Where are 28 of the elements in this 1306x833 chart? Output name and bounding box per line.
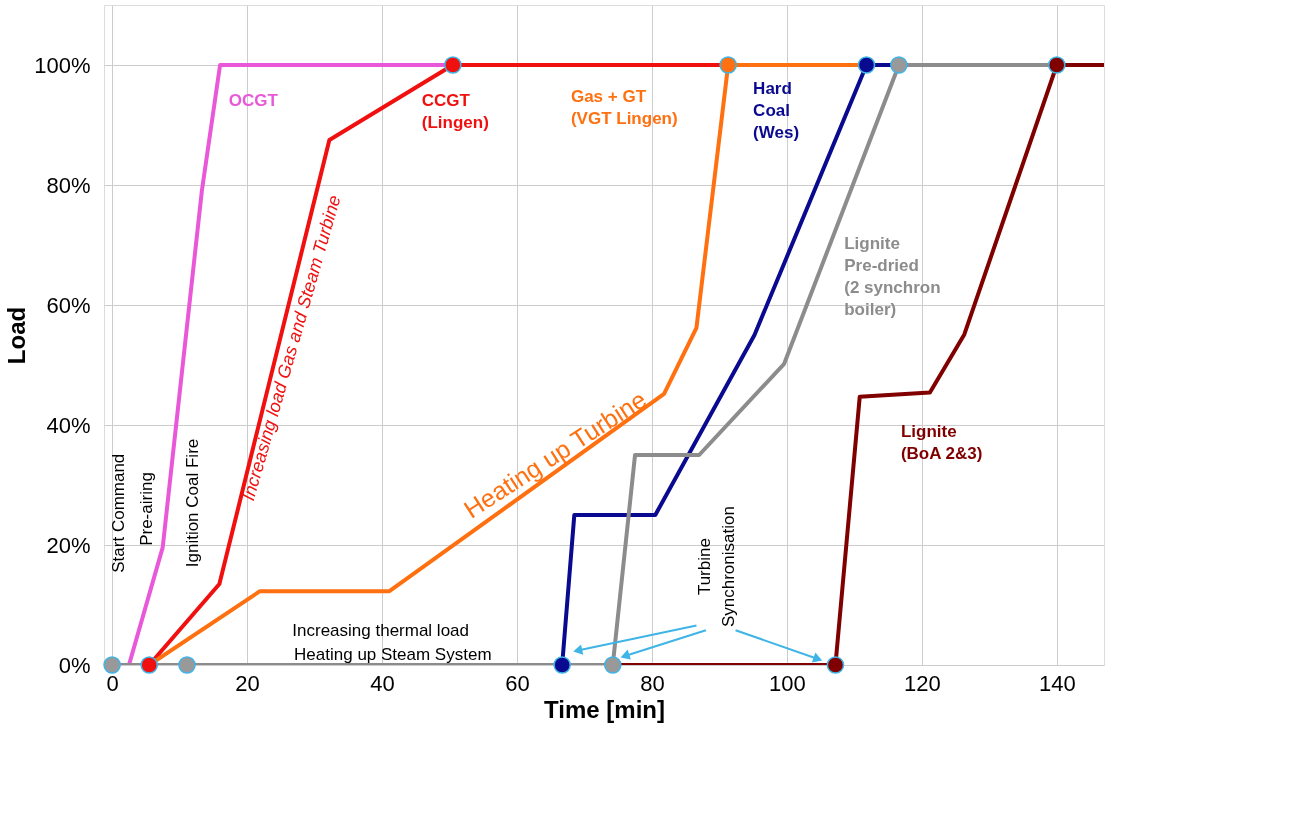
series-label: OCGT <box>228 91 279 111</box>
y-tick-label: 20% <box>46 532 91 558</box>
annotation: Increasing thermal load <box>292 620 470 640</box>
x-tick-label: 40 <box>370 670 395 696</box>
y-tick-label: 60% <box>46 292 91 318</box>
y-axis-title: Load <box>3 306 31 365</box>
y-tick-label: 40% <box>46 412 91 438</box>
y-tick-label: 0% <box>58 652 91 678</box>
y-tick-label: 100% <box>34 52 91 78</box>
x-tick-label: 140 <box>1038 670 1076 696</box>
series-label: Lignite (BoA 2&3) <box>900 421 983 463</box>
annotation: Start Command <box>108 453 128 573</box>
series-label: Hard Coal (Wes) <box>753 78 800 142</box>
x-tick-label: 80 <box>640 670 665 696</box>
y-tick-label: 80% <box>46 172 91 198</box>
x-tick-label: 100 <box>769 670 806 696</box>
x-tick-label: 120 <box>903 670 941 696</box>
annotation: Pre-airing <box>137 472 157 546</box>
annotation: Ignition Coal Fire <box>183 438 203 568</box>
x-axis-title: Time [min] <box>544 695 665 723</box>
x-tick-label: 60 <box>505 670 530 696</box>
annotation: Heating up Steam System <box>294 645 492 665</box>
x-tick-label: 20 <box>235 670 260 696</box>
annotation: Turbine Synchronisation <box>695 506 739 628</box>
x-tick-label: 0 <box>106 670 119 696</box>
series-label: CCGT (Lingen) <box>421 91 489 133</box>
series-label: Lignite Pre-dried (2 synchron boiler) <box>844 234 941 319</box>
text: Gas + GT (VGT Lingen) <box>570 87 678 128</box>
